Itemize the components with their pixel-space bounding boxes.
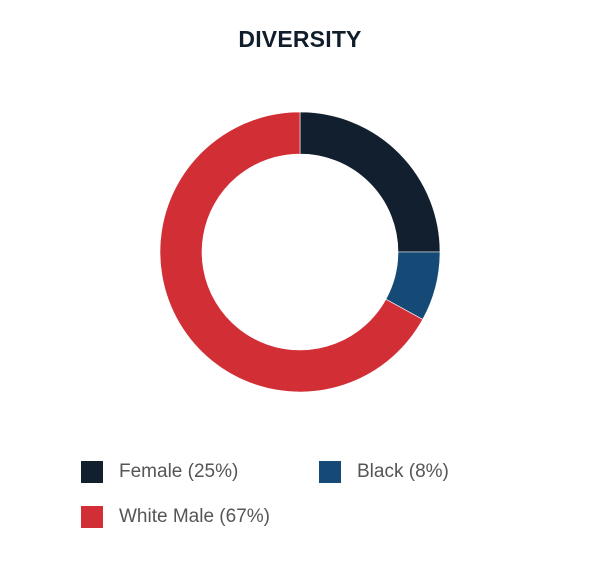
legend-label-female: Female (25%) xyxy=(119,461,239,482)
legend-swatch-female xyxy=(81,461,103,483)
legend-swatch-black xyxy=(319,461,341,483)
donut-slice-white-male xyxy=(159,111,424,393)
legend-item-black: Black (8%) xyxy=(319,460,449,484)
chart-title: DIVERSITY xyxy=(238,26,362,52)
legend-label-black: Black (8%) xyxy=(357,461,449,482)
donut-slice-female xyxy=(299,111,441,253)
legend-label-white-male: White Male (67%) xyxy=(119,506,270,527)
legend-item-female: Female (25%) xyxy=(81,460,238,484)
legend-swatch-white-male xyxy=(81,506,103,528)
legend-item-white-male: White Male (67%) xyxy=(81,505,270,529)
